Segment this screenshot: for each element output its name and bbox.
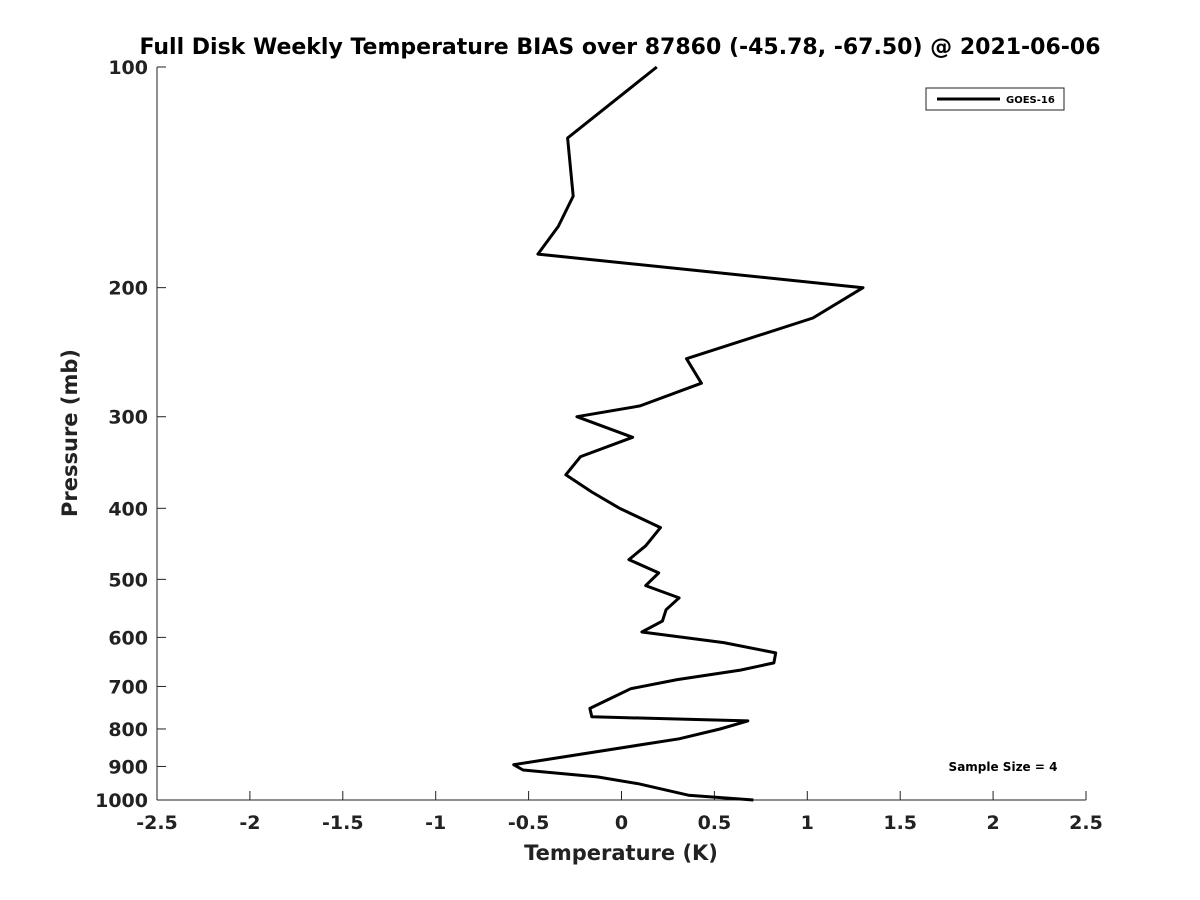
x-axis-label: Temperature (K) xyxy=(524,841,718,865)
x-axis-ticks: -2.5 -2 -1.5 -1 -0.5 0 0.5 1 1.5 2 2.5 xyxy=(136,791,1103,834)
y-tick-label: 1000 xyxy=(95,790,148,812)
x-tick-label: 2.5 xyxy=(1069,812,1103,834)
y-tick-label: 500 xyxy=(108,569,148,591)
legend-label-goes-16: GOES-16 xyxy=(1006,95,1055,106)
x-tick-label: 0.5 xyxy=(698,812,732,834)
x-tick-label: -2 xyxy=(239,812,260,834)
x-tick-label: -1 xyxy=(425,812,446,834)
x-tick-label: -0.5 xyxy=(508,812,550,834)
series-layer xyxy=(512,65,865,802)
y-tick-label: 100 xyxy=(108,57,148,79)
sample-size-annotation: Sample Size = 4 xyxy=(949,760,1058,774)
y-tick-label: 900 xyxy=(108,756,148,778)
legend: GOES-16 xyxy=(925,87,1065,111)
x-tick-label: -1.5 xyxy=(322,812,364,834)
x-tick-label: 1.5 xyxy=(883,812,917,834)
y-tick-label: 600 xyxy=(108,627,148,649)
y-tick-label: 800 xyxy=(108,719,148,741)
y-axis-ticks: 100 200 300 400 500 600 700 800 900 1000 xyxy=(95,57,166,812)
series-line-goes-16 xyxy=(512,65,865,802)
y-tick-label: 400 xyxy=(108,498,148,520)
x-tick-label: -2.5 xyxy=(136,812,178,834)
x-tick-label: 1 xyxy=(801,812,814,834)
chart-title: Full Disk Weekly Temperature BIAS over 8… xyxy=(139,35,1100,60)
y-tick-label: 300 xyxy=(108,407,148,429)
x-tick-label: 0 xyxy=(615,812,628,834)
y-tick-label: 200 xyxy=(108,278,148,300)
y-axis-label: Pressure (mb) xyxy=(58,349,82,517)
y-tick-label: 700 xyxy=(108,676,148,698)
x-tick-label: 2 xyxy=(986,812,999,834)
